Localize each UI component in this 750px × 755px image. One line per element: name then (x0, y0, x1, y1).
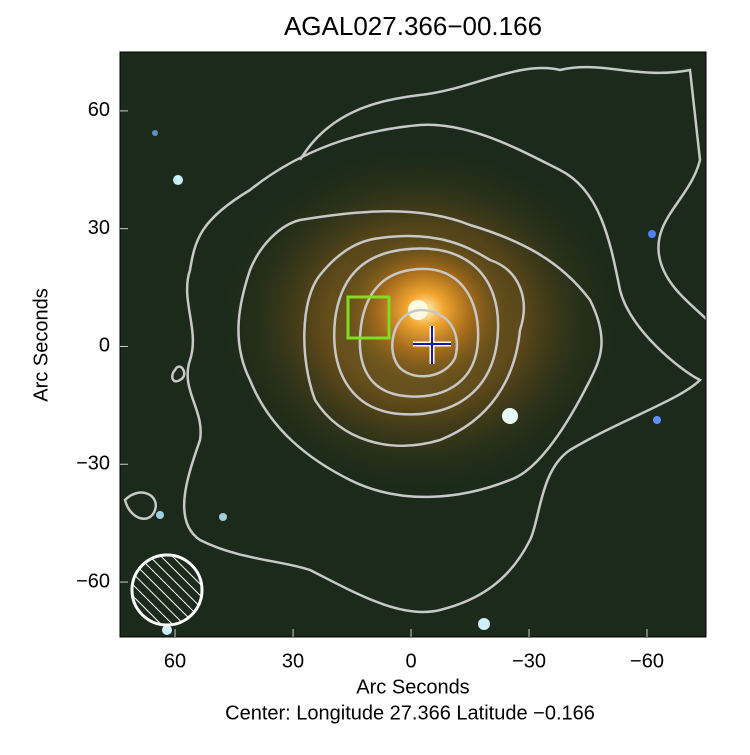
x-tick-label: −30 (512, 650, 546, 672)
x-tick-label: −60 (630, 650, 664, 672)
y-axis-label: Arc Seconds (30, 288, 52, 401)
x-tick-label: 30 (282, 650, 304, 672)
y-tick-label: −30 (76, 453, 110, 475)
x-tick-label: 0 (405, 650, 416, 672)
x-tick-label: 60 (164, 650, 186, 672)
chart-title: AGAL027.366−00.166 (284, 11, 542, 41)
source-box (346, 295, 391, 340)
y-tick-label: 30 (88, 217, 110, 239)
peak-cross (413, 326, 451, 364)
plot-frame (119, 51, 707, 638)
x-axis-label: Arc Seconds (356, 676, 469, 698)
y-tick-label: 60 (88, 99, 110, 121)
footer: Center: Longitude 27.366 Latitude −0.166 (225, 702, 595, 724)
y-tick-label: 0 (99, 335, 110, 357)
y-tick-label: −60 (76, 570, 110, 592)
sky-image (120, 52, 706, 637)
beam (130, 553, 204, 627)
